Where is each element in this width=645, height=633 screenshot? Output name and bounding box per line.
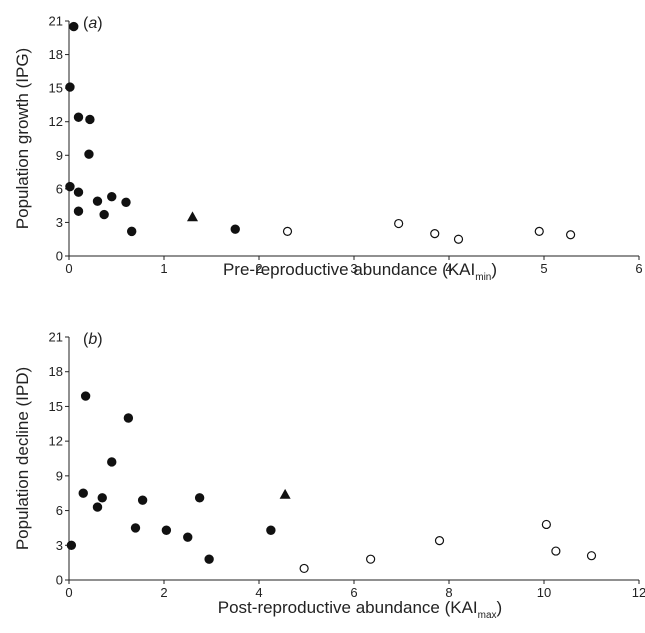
- x-axis-title-subscript: max: [478, 610, 497, 621]
- y-tick-label: 6: [56, 503, 63, 518]
- data-point-open-circle: [394, 218, 404, 229]
- x-tick-label: 0: [65, 261, 72, 276]
- data-point-filled-circle: [69, 21, 79, 32]
- data-point-filled-circle: [183, 532, 193, 542]
- panel-label-letter: b: [88, 331, 97, 348]
- x-axis-title: Pre-reproductive abundance (KAImin): [223, 260, 497, 283]
- y-axis-title: Population decline (IPD): [13, 367, 32, 550]
- y-tick-label: 9: [56, 468, 63, 483]
- data-point-filled-circle: [84, 149, 94, 159]
- data-point-open-circle: [551, 546, 561, 556]
- data-point-filled-circle: [73, 187, 84, 197]
- data-point-filled-circle: [73, 112, 84, 122]
- x-axis-title-subscript: min: [475, 272, 491, 283]
- x-tick-label: 8: [445, 585, 452, 600]
- panel-label-letter: a: [88, 15, 97, 32]
- panel-label: (a): [83, 15, 103, 32]
- data-point-filled-circle: [107, 191, 117, 202]
- x-axis-title-close: ): [491, 260, 497, 279]
- data-point-filled-circle: [97, 493, 107, 503]
- x-tick-label: 4: [255, 585, 262, 600]
- data-point-filled-circle: [204, 554, 214, 564]
- x-axis-title-main: Post-reproductive abundance (KAI: [218, 598, 478, 617]
- data-point-open-circle: [453, 234, 464, 244]
- data-point-filled-circle: [123, 413, 134, 423]
- x-tick-label: 6: [635, 261, 642, 276]
- y-tick-label: 15: [49, 81, 63, 96]
- data-point-filled-circle: [127, 226, 137, 237]
- data-point-open-circle: [534, 226, 544, 236]
- y-tick-label: 12: [49, 114, 63, 129]
- data-point-filled-circle: [92, 502, 103, 512]
- y-tick-label: 12: [49, 434, 63, 449]
- data-point-filled-triangle: [279, 488, 291, 499]
- data-point-filled-circle: [66, 540, 77, 550]
- y-tick-label: 3: [56, 215, 63, 230]
- data-point-open-circle: [565, 230, 576, 240]
- data-point-filled-circle: [65, 82, 75, 92]
- y-tick-label: 21: [49, 14, 63, 29]
- x-tick-label: 10: [537, 585, 551, 600]
- data-point-filled-circle: [230, 224, 240, 234]
- y-tick-label: 0: [56, 573, 63, 588]
- data-point-filled-circle: [99, 209, 109, 220]
- data-point-filled-circle: [194, 493, 205, 503]
- y-tick-label: 21: [49, 330, 63, 345]
- data-point-open-circle: [434, 536, 445, 546]
- data-point-filled-circle: [78, 488, 88, 498]
- y-axis-title: Population growth (IPG): [13, 48, 32, 229]
- data-point-open-circle: [366, 554, 376, 564]
- x-tick-label: 12: [632, 585, 645, 600]
- x-tick-label: 2: [255, 261, 262, 276]
- panel-label: (b): [83, 331, 103, 348]
- y-tick-label: 18: [49, 47, 63, 62]
- data-point-filled-circle: [92, 196, 103, 206]
- x-tick-label: 3: [350, 261, 357, 276]
- panel-label-open: (: [83, 331, 89, 348]
- data-point-open-circle: [282, 226, 293, 236]
- data-point-open-circle: [299, 563, 309, 574]
- y-tick-label: 18: [49, 364, 63, 379]
- data-point-filled-circle: [130, 523, 141, 533]
- data-point-filled-circle: [107, 457, 117, 467]
- data-point-filled-circle: [121, 197, 131, 207]
- data-point-filled-circle: [266, 525, 276, 535]
- data-point-open-circle: [430, 229, 440, 239]
- y-tick-label: 0: [56, 249, 63, 264]
- data-point-filled-circle: [73, 206, 84, 216]
- data-point-filled-circle: [65, 181, 75, 192]
- panel-label-open: (: [83, 15, 89, 32]
- data-point-filled-circle: [80, 391, 91, 401]
- y-tick-label: 15: [49, 399, 63, 414]
- data-point-open-circle: [541, 519, 551, 530]
- chart-panel-b: 0 3 6 9 12 15 18 21 0 2 4 6 8 10 12 Population decline …: [13, 330, 645, 622]
- x-axis-title: Post-reproductive abundance (KAImax): [218, 598, 502, 621]
- data-point-filled-circle: [137, 495, 148, 505]
- x-axis-title-close: ): [497, 598, 503, 617]
- x-tick-label: 5: [540, 261, 547, 276]
- x-tick-label: 4: [445, 261, 452, 276]
- x-tick-label: 0: [65, 585, 72, 600]
- data-point-filled-circle: [161, 525, 172, 535]
- panel-label-close: ): [97, 15, 102, 32]
- x-tick-label: 6: [350, 585, 357, 600]
- data-point-open-circle: [586, 551, 597, 561]
- y-tick-label: 6: [56, 181, 63, 196]
- y-tick-label: 3: [56, 538, 63, 553]
- y-tick-label: 9: [56, 148, 63, 163]
- data-point-filled-circle: [85, 114, 95, 125]
- panel-label-close: ): [97, 331, 102, 348]
- x-tick-label: 2: [160, 585, 167, 600]
- x-tick-label: 1: [160, 261, 167, 276]
- data-point-filled-triangle: [187, 211, 198, 222]
- x-axis-title-main: Pre-reproductive abundance (KAI: [223, 260, 475, 279]
